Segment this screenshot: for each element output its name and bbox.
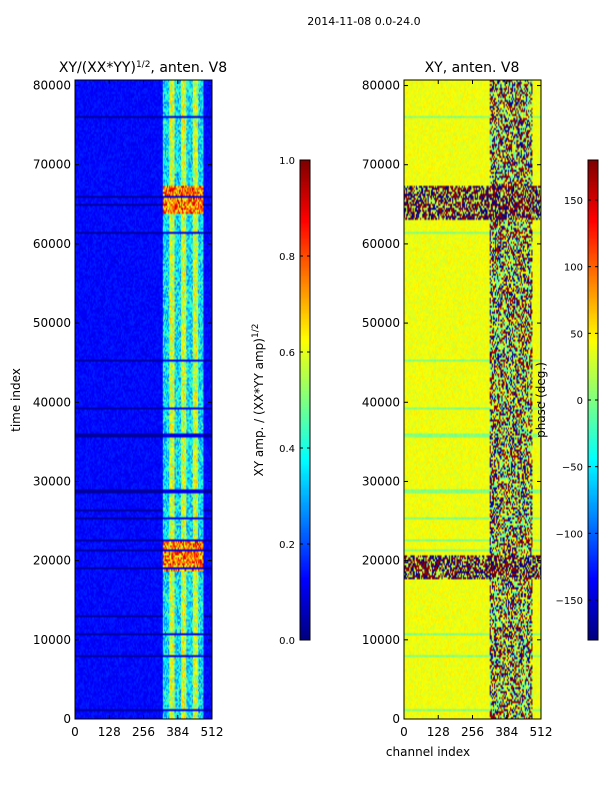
amplitude-y-axis-label: time index <box>9 368 23 432</box>
amplitude-x-tick-label-3: 384 <box>166 725 189 739</box>
phase-panel-title: XY, anten. V8 <box>425 60 520 76</box>
amplitude-x-tick-label-1: 128 <box>98 725 121 739</box>
phase-x-tick-label-1: 128 <box>427 725 450 739</box>
phase-cb-tick-label-4: 50 <box>570 329 583 340</box>
amplitude-x-tick-label-4: 512 <box>201 725 224 739</box>
phase-x-tick-label-3: 384 <box>495 725 518 739</box>
amplitude-cb-tick-label-0: 0.0 <box>279 636 295 647</box>
amplitude-colorbar-label: XY amp. / (XX*YY amp)1/2 <box>251 324 266 477</box>
amplitude-colorbar-ticks: 0.0 0.2 0.4 0.6 0.8 1.0 <box>279 156 310 647</box>
amplitude-panel: XY/(XX*YY)1/2, anten. V8 0 128 256 384 512 0 1… <box>9 60 227 739</box>
amplitude-heatmap <box>75 80 212 719</box>
amplitude-axis-ticks: 0 128 256 384 512 0 10000 20000 30000 40000 50000 6… <box>33 79 224 739</box>
phase-cb-tick-label-5: 100 <box>564 263 583 274</box>
amplitude-y-tick-label-1: 10000 <box>33 633 71 647</box>
amplitude-cb-tick-label-1: 0.2 <box>279 540 295 551</box>
amplitude-y-tick-label-5: 50000 <box>33 316 71 330</box>
phase-y-tick-label-8: 80000 <box>362 79 400 93</box>
phase-axis-ticks: 0 128 256 384 512 0 10000 20000 30000 40000 50000 6… <box>362 79 553 739</box>
phase-panel: XY, anten. V8 0 128 256 384 512 0 10000 20000 30… <box>362 60 553 759</box>
phase-y-tick-label-2: 20000 <box>362 554 400 568</box>
phase-y-tick-label-5: 50000 <box>362 316 400 330</box>
phase-y-tick-label-6: 60000 <box>362 237 400 251</box>
phase-cb-tick-label-6: 150 <box>564 196 583 207</box>
phase-colorbar-gradient <box>588 160 598 640</box>
amplitude-y-tick-label-6: 60000 <box>33 237 71 251</box>
amplitude-x-tick-label-0: 0 <box>71 725 79 739</box>
amplitude-cb-tick-label-2: 0.4 <box>279 444 295 455</box>
phase-heatmap <box>404 80 541 719</box>
phase-colorbar-ticks: −150 −100 −50 0 50 100 150 <box>556 196 598 607</box>
phase-cb-tick-label-2: −50 <box>562 463 583 474</box>
phase-y-tick-label-1: 10000 <box>362 633 400 647</box>
phase-x-axis-label: channel index <box>386 745 470 759</box>
phase-colorbar-label: phase (deg.) <box>534 362 548 438</box>
phase-x-tick-label-4: 512 <box>530 725 553 739</box>
phase-cb-tick-label-3: 0 <box>577 396 583 407</box>
amplitude-y-tick-label-0: 0 <box>63 712 71 726</box>
amplitude-y-tick-label-3: 30000 <box>33 474 71 488</box>
phase-y-tick-label-4: 40000 <box>362 395 400 409</box>
figure-suptitle: 2014-11-08 0.0-24.0 <box>307 15 420 28</box>
amplitude-y-tick-label-4: 40000 <box>33 395 71 409</box>
amplitude-cb-tick-label-5: 1.0 <box>279 156 295 167</box>
phase-y-tick-label-3: 30000 <box>362 474 400 488</box>
phase-x-tick-label-0: 0 <box>400 725 408 739</box>
amplitude-colorbar-gradient <box>300 160 310 640</box>
phase-y-tick-label-7: 70000 <box>362 158 400 172</box>
amplitude-cb-tick-label-4: 0.8 <box>279 252 295 263</box>
amplitude-y-tick-label-7: 70000 <box>33 158 71 172</box>
amplitude-colorbar-frame <box>299 159 311 641</box>
amplitude-y-tick-label-8: 80000 <box>33 79 71 93</box>
amplitude-y-tick-label-2: 20000 <box>33 554 71 568</box>
phase-y-tick-label-0: 0 <box>392 712 400 726</box>
amplitude-panel-title: XY/(XX*YY)1/2, anten. V8 <box>59 60 227 76</box>
phase-x-tick-label-2: 256 <box>461 725 484 739</box>
phase-cb-tick-label-0: −150 <box>556 596 583 607</box>
amplitude-cb-tick-label-3: 0.6 <box>279 348 295 359</box>
phase-colorbar: −150 −100 −50 0 50 100 150 phase (deg.) <box>534 159 599 641</box>
amplitude-x-tick-label-2: 256 <box>132 725 155 739</box>
amplitude-colorbar: 0.0 0.2 0.4 0.6 0.8 1.0 XY amp. / (XX*YY amp)… <box>251 156 311 647</box>
phase-cb-tick-label-1: −100 <box>556 529 583 540</box>
